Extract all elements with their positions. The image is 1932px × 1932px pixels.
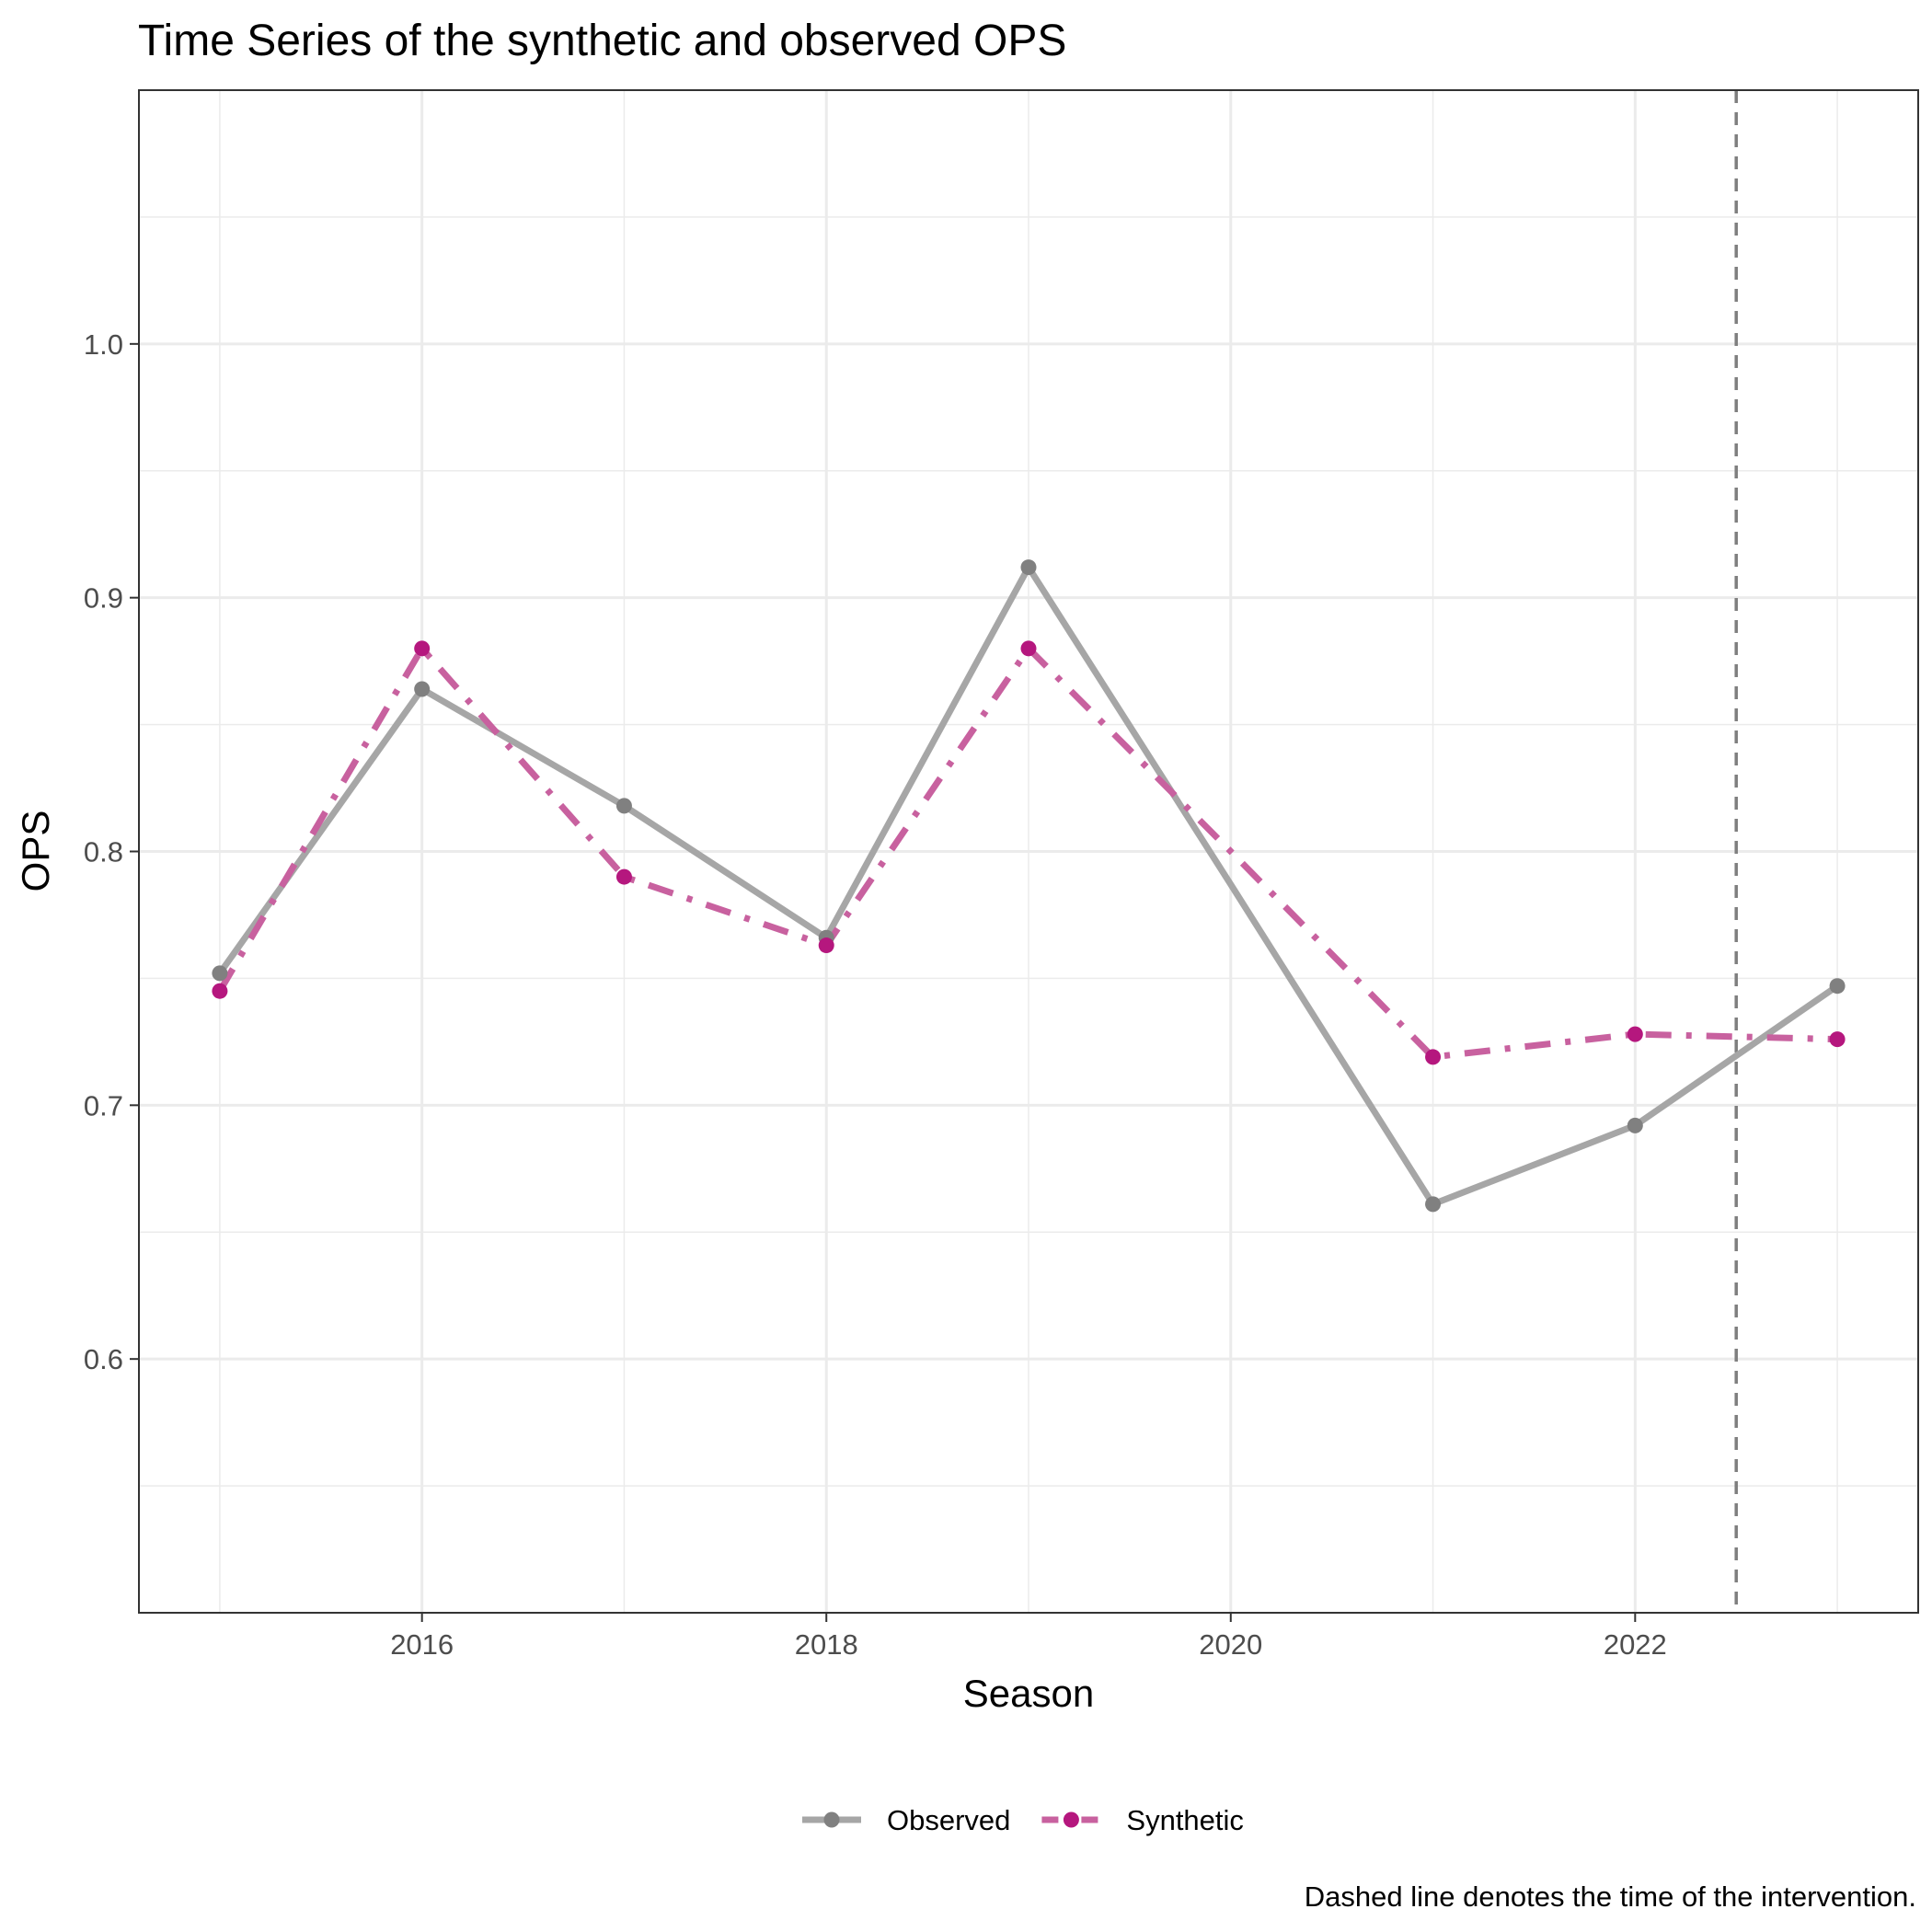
y-tick-label: 0.7 [84,1089,123,1121]
synthetic-point [818,937,834,954]
legend: Observed Synthetic [802,1804,1244,1836]
legend-observed-label: Observed [887,1804,1010,1836]
observed-point [1020,559,1037,576]
y-tick-label: 1.0 [84,328,123,361]
chart-title: Time Series of the synthetic and observe… [138,17,1066,65]
synthetic-point [1425,1049,1442,1065]
observed-point [1829,978,1846,995]
observed-point [1425,1196,1442,1213]
grid [139,89,1918,1614]
synthetic-point [414,640,431,657]
synthetic-point [615,868,632,885]
y-tick-label: 0.8 [84,836,123,868]
series-layer [212,559,1846,1213]
chart-caption: Dashed line denotes the time of the inte… [1305,1880,1916,1913]
observed-point [212,965,228,982]
y-axis-title: OPS [14,811,57,892]
axes: 2016 2018 2020 2022 0.6 0.7 0.8 0.9 1.0 [84,328,1667,1661]
x-axis-title: Season [963,1672,1094,1715]
y-tick-label: 0.6 [84,1343,123,1375]
observed-point [1627,1117,1643,1133]
x-tick-label: 2016 [390,1628,454,1661]
legend-observed-key-point [823,1811,840,1828]
synthetic-point [1627,1026,1643,1042]
synthetic-point [1020,640,1037,657]
y-tick-label: 0.9 [84,582,123,615]
observed-point [615,798,632,814]
legend-synthetic-label: Synthetic [1126,1804,1244,1836]
legend-synthetic-key-point [1063,1811,1079,1828]
x-tick-label: 2018 [795,1628,858,1661]
synthetic-point [1829,1031,1846,1048]
x-tick-label: 2022 [1604,1628,1667,1661]
synthetic-point [212,983,228,999]
x-tick-label: 2020 [1199,1628,1262,1661]
observed-point [414,681,431,697]
